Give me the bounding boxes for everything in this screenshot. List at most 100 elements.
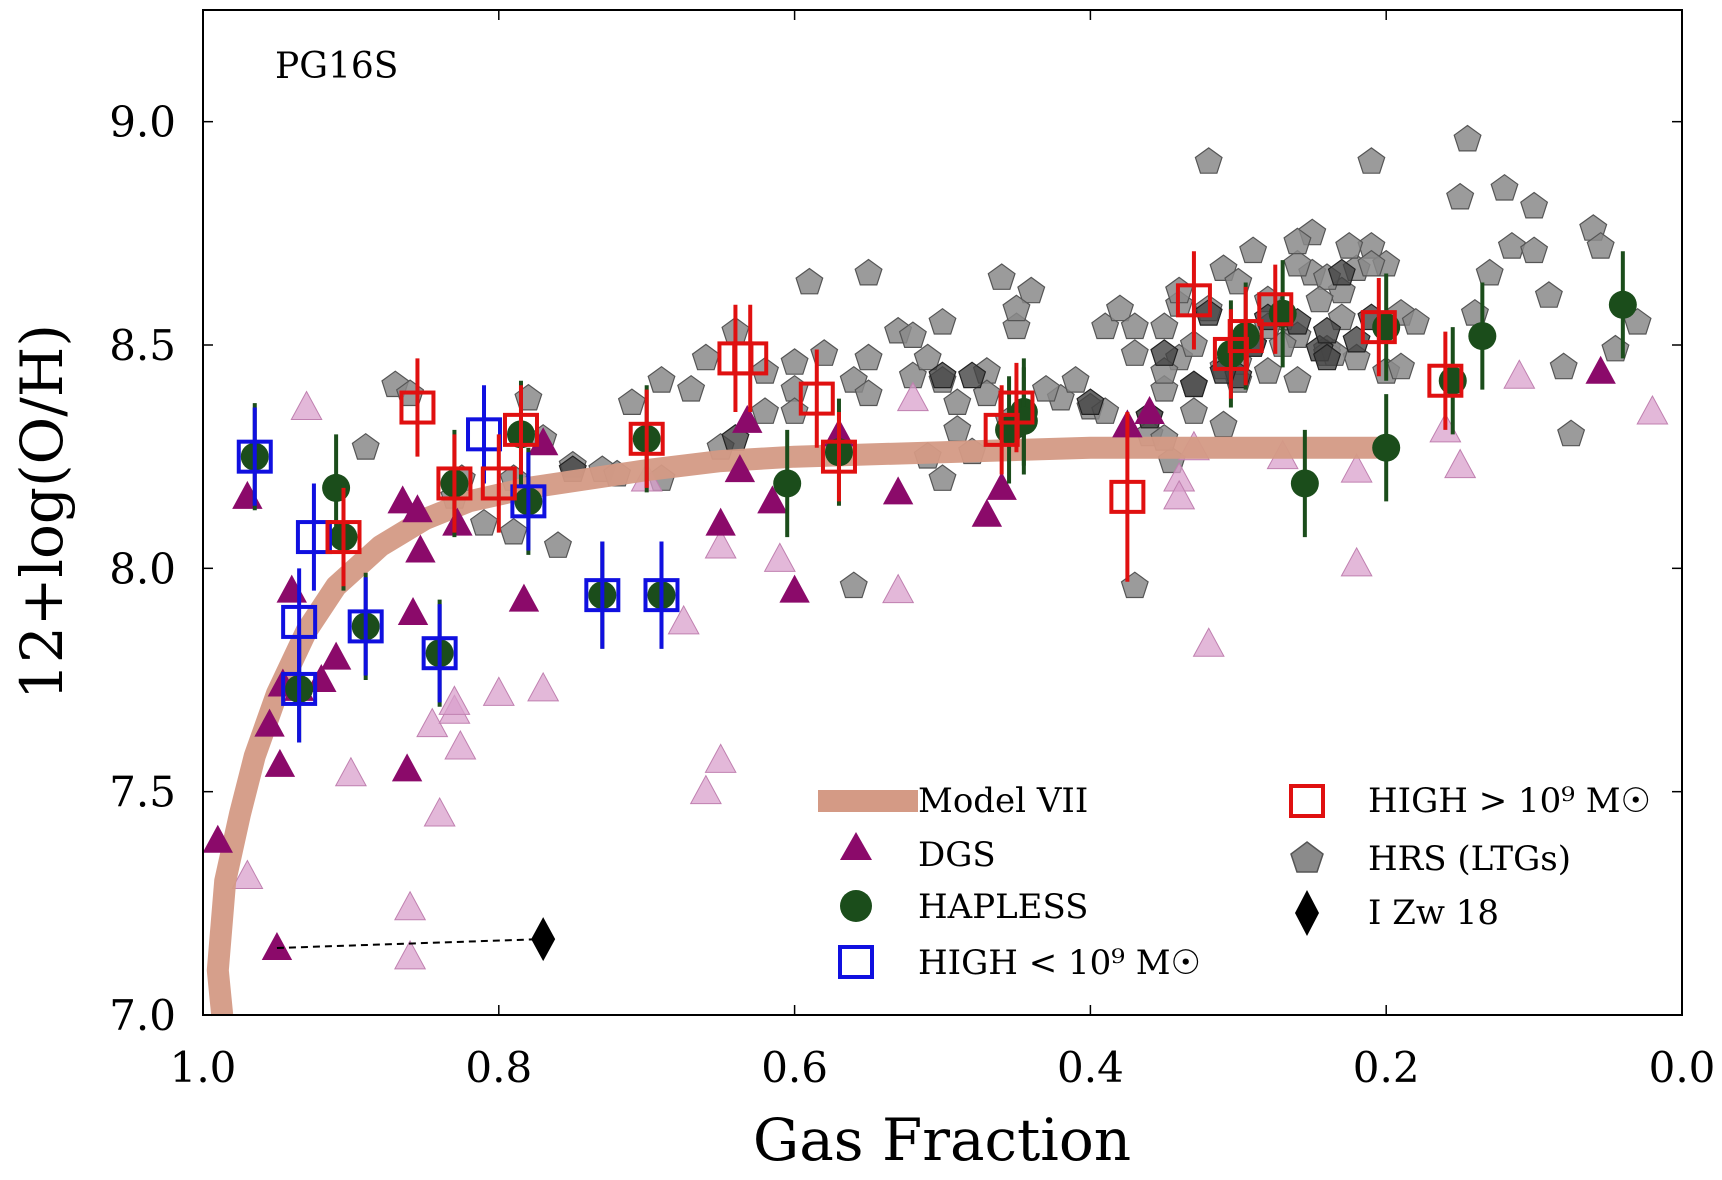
- dgs-faded-point: [1192, 627, 1225, 657]
- dgs-faded-point: [882, 573, 915, 604]
- hrs-point: [854, 379, 883, 407]
- hrs-point: [780, 348, 809, 375]
- hrs-point: [1305, 285, 1334, 313]
- dgs-faded-point: [1340, 546, 1373, 577]
- legend-izw18-label: I Zw 18: [1368, 893, 1499, 933]
- hrs-point-dark: [1150, 339, 1179, 366]
- y-tick-label: 8.5: [109, 321, 176, 370]
- dgs-faded-point: [444, 729, 477, 760]
- hrs-point: [1239, 236, 1268, 264]
- hrs-point: [469, 508, 499, 536]
- hapless-point: [1372, 433, 1401, 462]
- high-high-mass-point: [628, 421, 665, 456]
- hrs-point: [1120, 312, 1149, 340]
- legend-hrs-label: HRS (LTGs): [1368, 839, 1571, 879]
- izw18-dashed-link: [276, 938, 544, 949]
- hrs-point: [1475, 258, 1504, 286]
- hrs-point: [1534, 281, 1563, 308]
- dgs-point: [508, 583, 540, 612]
- high-low-mass-point: [584, 578, 621, 613]
- y-axis-title: 12+log(O/H): [8, 324, 76, 700]
- dgs-point: [320, 641, 352, 670]
- dgs-point: [264, 748, 296, 777]
- y-tick-label: 9.0: [109, 98, 176, 147]
- dgs-point: [397, 597, 429, 625]
- dgs-faded-point: [394, 939, 427, 970]
- y-tick-label: 7.0: [109, 991, 176, 1040]
- dgs-faded-point: [667, 604, 700, 635]
- axis-ticks: 1.0 0.8 0.6 0.4 0.2 0.0 7.0 7.5 8.0 8.5 9.0: [109, 10, 1715, 1092]
- dgs-faded-point: [334, 756, 367, 787]
- hrs-point: [647, 365, 676, 393]
- hrs-point: [1105, 294, 1135, 322]
- high-high-mass-point: [798, 381, 835, 416]
- hrs-point: [1209, 410, 1238, 438]
- dgs-faded-point: [482, 676, 515, 706]
- legend-high-high-label: HIGH > 10⁹ M☉: [1368, 781, 1651, 821]
- dgs-faded-point: [763, 542, 796, 572]
- dgs-faded-point: [689, 774, 722, 805]
- high-high-mass-point: [325, 520, 362, 555]
- dgs-faded-point: [527, 671, 560, 702]
- legend-dgs-label: DGS: [918, 835, 996, 875]
- x-tick-label: 0.0: [1649, 1043, 1716, 1092]
- dgs-point: [757, 485, 788, 514]
- dgs-point: [387, 485, 418, 514]
- hrs-point: [943, 415, 972, 442]
- hrs-point: [1179, 397, 1208, 424]
- hapless-point: [322, 473, 351, 502]
- high-low-mass-point: [510, 484, 547, 519]
- hapless-point: [1468, 322, 1497, 351]
- legend-high-low-label: HIGH < 10⁹ M☉: [918, 943, 1201, 983]
- hrs-point: [1357, 147, 1386, 174]
- dgs-point: [276, 574, 307, 603]
- hrs-point: [1557, 419, 1586, 447]
- hrs-point: [1061, 365, 1090, 393]
- hrs-point: [1490, 173, 1519, 201]
- high-high-mass-point: [1427, 363, 1464, 398]
- hrs-point-dark: [928, 361, 957, 389]
- hrs-point: [543, 531, 573, 558]
- y-tick-label: 8.0: [109, 544, 176, 593]
- dgs-faded-point: [896, 381, 929, 412]
- hrs-point-dark: [1342, 325, 1371, 353]
- hrs-point-dark: [958, 361, 987, 389]
- dgs-faded-point: [438, 685, 471, 715]
- high-high-mass-point: [399, 390, 436, 425]
- high-low-mass-point: [281, 604, 318, 639]
- dgs-faded-point: [1340, 453, 1373, 483]
- legend-high-high-marker: [1289, 784, 1325, 818]
- dgs-faded-point: [1163, 479, 1196, 510]
- hapless-point: [773, 469, 802, 498]
- hrs-point: [854, 258, 883, 286]
- hrs-point: [1497, 231, 1526, 259]
- hrs-point: [928, 307, 957, 335]
- hrs-point: [1446, 182, 1475, 210]
- high-high-mass-point: [436, 466, 473, 501]
- hrs-point: [1017, 276, 1046, 304]
- dgs-faded-point: [290, 390, 323, 421]
- high-high-mass-point: [480, 466, 517, 501]
- dgs-point: [1585, 355, 1616, 384]
- hrs-point: [780, 397, 809, 424]
- hrs-point: [780, 374, 809, 402]
- dgs-faded-point: [1636, 394, 1669, 425]
- dgs-point: [732, 404, 763, 433]
- hrs-point: [1283, 227, 1312, 255]
- dgs-point: [1134, 396, 1165, 424]
- x-tick-label: 0.4: [1057, 1043, 1124, 1092]
- x-tick-label: 0.2: [1353, 1043, 1420, 1092]
- hrs-point-dark: [1312, 316, 1342, 344]
- legend-izw18-marker: [1295, 890, 1319, 936]
- hrs-point-dark: [1076, 388, 1105, 415]
- dgs-faded-point: [423, 796, 456, 827]
- legend-high-low-marker: [838, 945, 874, 979]
- hrs-point: [1283, 365, 1312, 393]
- chart-marks: [202, 124, 1669, 1017]
- high-high-mass-point: [1227, 319, 1264, 354]
- high-high-mass-point: [1175, 283, 1212, 318]
- legend-model-label: Model VII: [918, 781, 1088, 821]
- high-low-mass-point: [643, 578, 680, 613]
- dgs-point: [232, 480, 263, 509]
